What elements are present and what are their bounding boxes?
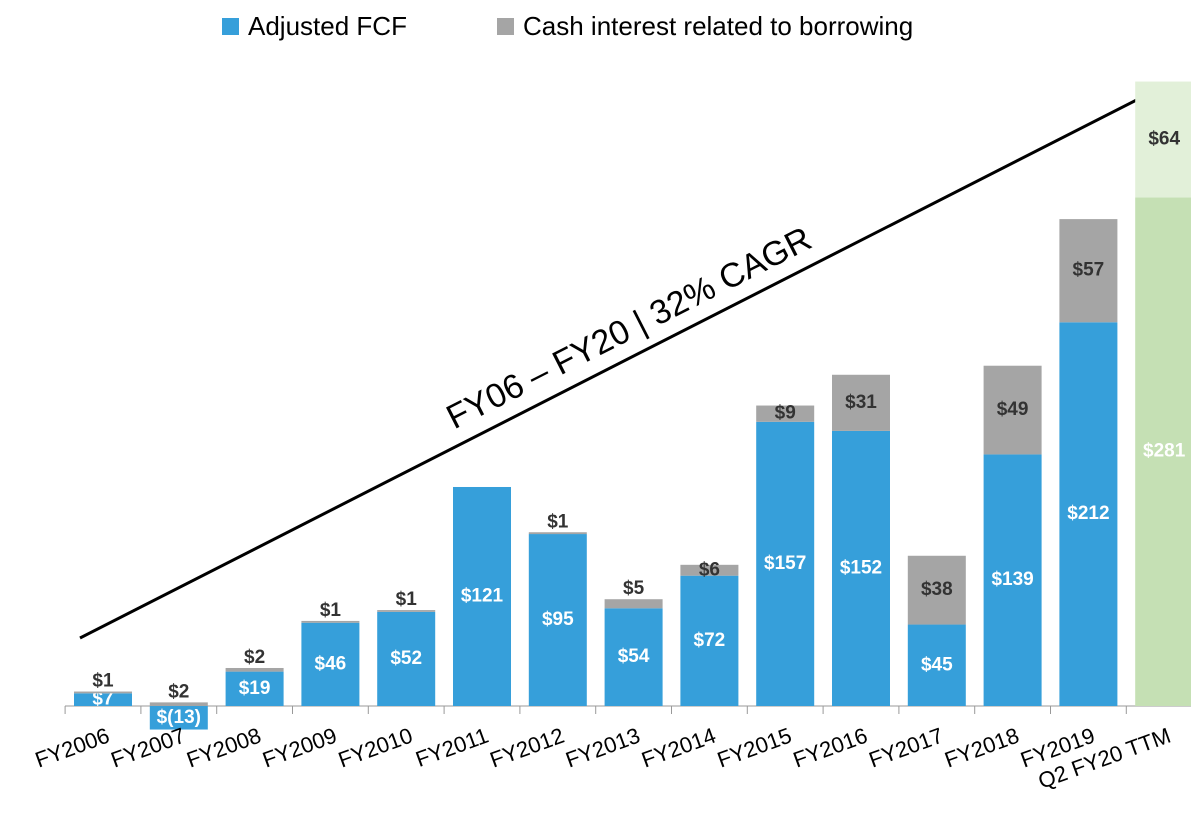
data-label: $1 <box>92 671 114 692</box>
cagr-arrow <box>79 86 1162 640</box>
bar-segment <box>377 611 436 706</box>
bar-segment <box>149 706 208 730</box>
bar-segment <box>832 374 890 431</box>
bar-segment <box>1135 81 1191 198</box>
data-label: $49 <box>997 399 1029 420</box>
data-label: $121 <box>461 586 504 607</box>
x-tick-label: FY2017 <box>866 723 947 773</box>
bar-segment <box>225 671 284 706</box>
bar-segment <box>1059 219 1118 323</box>
bar-segment <box>528 532 587 535</box>
bar-segment <box>1059 322 1118 706</box>
data-label: $54 <box>618 646 650 667</box>
data-label: $7 <box>92 689 113 710</box>
data-label: $5 <box>623 578 645 599</box>
data-label: $1 <box>396 589 418 610</box>
data-label: $38 <box>921 579 953 600</box>
legend-swatch <box>222 18 239 35</box>
bar-segment <box>680 575 739 706</box>
data-label: $31 <box>845 392 877 413</box>
bar-segment <box>832 430 890 706</box>
data-label: $6 <box>699 559 720 580</box>
legend-label: Cash interest related to borrowing <box>523 11 913 41</box>
data-label: $157 <box>764 553 806 574</box>
data-label: $45 <box>921 654 953 675</box>
bar-segment <box>907 624 966 706</box>
x-tick-label: FY2012 <box>487 723 568 773</box>
bar-segment <box>1135 197 1191 706</box>
bar-segment <box>756 421 815 706</box>
bar-segment <box>377 610 436 612</box>
x-tick-label: FY2006 <box>32 723 113 773</box>
x-tick-label: FY2018 <box>941 723 1022 773</box>
bar-segment <box>604 608 663 706</box>
bar-segment <box>604 599 663 609</box>
data-label: $281 <box>1143 441 1186 462</box>
data-label: $212 <box>1067 503 1109 524</box>
x-tick-label: FY2013 <box>562 723 643 773</box>
x-tick-label: FY2009 <box>259 723 340 773</box>
annotation: FY06 – FY20 | 32% CAGR <box>441 220 818 437</box>
bar-segment <box>149 702 208 706</box>
bar-segment <box>756 405 815 422</box>
data-label: $19 <box>239 678 271 699</box>
bar-segment <box>680 564 739 576</box>
data-label: $64 <box>1148 128 1180 149</box>
data-label: $(13) <box>157 707 201 728</box>
bar-segment <box>74 691 132 694</box>
data-label: $95 <box>542 609 574 630</box>
data-label: $72 <box>694 630 726 651</box>
x-tick-label: FY2007 <box>108 723 189 773</box>
data-label: $9 <box>775 403 796 424</box>
bar-segment <box>983 365 1042 455</box>
x-tick-label: FY2016 <box>790 723 871 773</box>
x-tick-label: FY2015 <box>714 723 795 773</box>
bar-segment <box>907 555 966 625</box>
legend-label: Adjusted FCF <box>248 11 407 41</box>
data-label: $1 <box>547 511 569 532</box>
legend-swatch <box>497 18 514 35</box>
data-label: $139 <box>991 569 1033 590</box>
x-tick-label: FY2011 <box>412 723 491 772</box>
data-label: $57 <box>1073 260 1105 281</box>
x-tick-label: FY2010 <box>335 723 416 773</box>
bar-segment <box>983 454 1042 706</box>
data-label: $2 <box>244 647 265 668</box>
x-tick-label: FY2014 <box>638 723 719 773</box>
bar-segment <box>528 534 587 706</box>
bar-segment <box>453 486 511 706</box>
data-label: $2 <box>168 681 189 702</box>
data-label: $46 <box>315 653 347 674</box>
x-tick-label: FY2008 <box>183 723 264 773</box>
data-label: $152 <box>840 557 882 578</box>
bar-segment <box>225 667 284 672</box>
bar-segment <box>301 620 360 623</box>
bar-segment <box>301 622 360 706</box>
data-label: $1 <box>320 600 342 621</box>
data-label: $52 <box>390 648 422 669</box>
bar-segment <box>74 693 132 706</box>
